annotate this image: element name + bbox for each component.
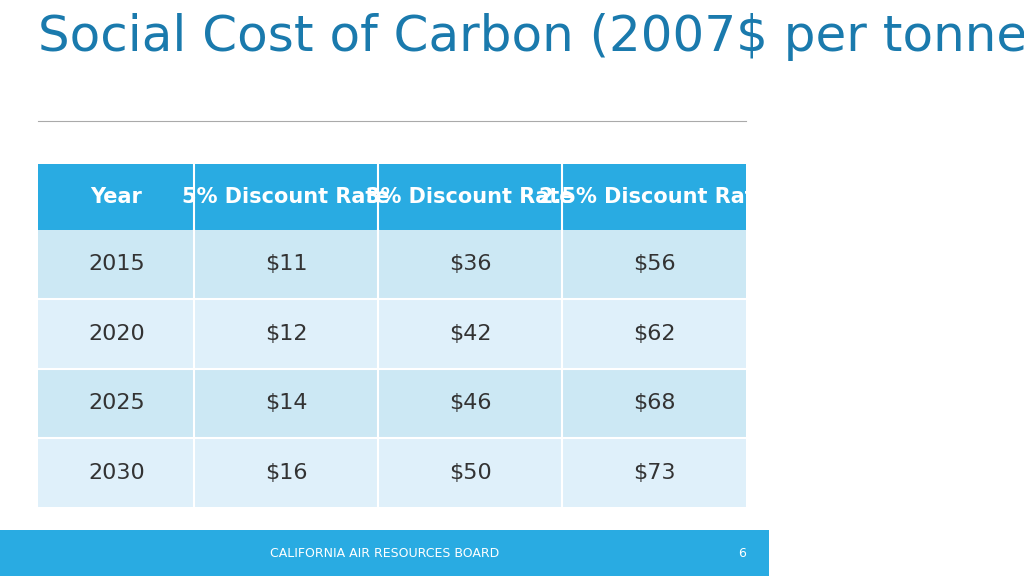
- Text: $68: $68: [633, 393, 676, 413]
- FancyBboxPatch shape: [195, 230, 378, 299]
- Text: 3% Discount Rate: 3% Discount Rate: [367, 187, 573, 207]
- FancyBboxPatch shape: [195, 369, 378, 438]
- FancyBboxPatch shape: [562, 164, 746, 230]
- FancyBboxPatch shape: [562, 369, 746, 438]
- FancyBboxPatch shape: [39, 299, 195, 369]
- FancyBboxPatch shape: [562, 438, 746, 507]
- FancyBboxPatch shape: [378, 299, 562, 369]
- Text: Social Cost of Carbon (2007$ per tonne): Social Cost of Carbon (2007$ per tonne): [39, 13, 1024, 61]
- Text: 6: 6: [738, 547, 746, 560]
- FancyBboxPatch shape: [0, 530, 769, 576]
- Text: $36: $36: [449, 255, 492, 274]
- Text: 2.5% Discount Rate: 2.5% Discount Rate: [540, 187, 769, 207]
- FancyBboxPatch shape: [562, 230, 746, 299]
- Text: $46: $46: [449, 393, 492, 413]
- Text: $62: $62: [633, 324, 676, 344]
- FancyBboxPatch shape: [378, 438, 562, 507]
- Text: $50: $50: [449, 463, 492, 483]
- FancyBboxPatch shape: [195, 299, 378, 369]
- FancyBboxPatch shape: [195, 438, 378, 507]
- Text: 2025: 2025: [88, 393, 144, 413]
- Text: CALIFORNIA AIR RESOURCES BOARD: CALIFORNIA AIR RESOURCES BOARD: [270, 547, 500, 560]
- Text: 2030: 2030: [88, 463, 144, 483]
- FancyBboxPatch shape: [378, 369, 562, 438]
- FancyBboxPatch shape: [39, 369, 195, 438]
- Text: Year: Year: [90, 187, 142, 207]
- Text: $11: $11: [265, 255, 307, 274]
- FancyBboxPatch shape: [378, 164, 562, 230]
- FancyBboxPatch shape: [39, 438, 195, 507]
- FancyBboxPatch shape: [39, 164, 195, 230]
- Text: 2020: 2020: [88, 324, 144, 344]
- Text: $12: $12: [265, 324, 307, 344]
- FancyBboxPatch shape: [378, 230, 562, 299]
- Text: $56: $56: [633, 255, 676, 274]
- Text: 2015: 2015: [88, 255, 144, 274]
- Text: $14: $14: [265, 393, 307, 413]
- FancyBboxPatch shape: [562, 299, 746, 369]
- Text: 5% Discount Rate: 5% Discount Rate: [182, 187, 390, 207]
- Text: $16: $16: [265, 463, 307, 483]
- FancyBboxPatch shape: [39, 230, 195, 299]
- FancyBboxPatch shape: [195, 164, 378, 230]
- Text: $73: $73: [633, 463, 676, 483]
- Text: $42: $42: [449, 324, 492, 344]
